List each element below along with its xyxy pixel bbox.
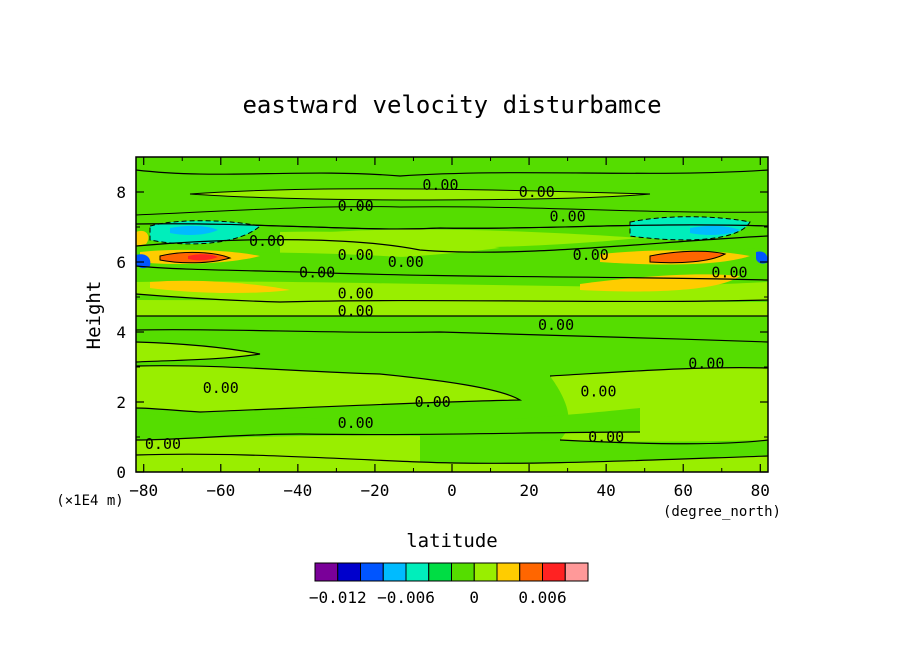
y-tick-label: 4 bbox=[116, 323, 126, 342]
field-band-8 bbox=[189, 188, 651, 201]
contour-label: 0.00 bbox=[415, 393, 451, 411]
contour-line bbox=[136, 265, 768, 281]
contour-label-group: 0.00 0.000.000.000.000.00 0.00 0.000.00 0.00… bbox=[145, 176, 748, 453]
field-band-45 bbox=[136, 300, 768, 316]
anomaly-blue-left-edge bbox=[136, 254, 151, 269]
x-tick-label: 0 bbox=[447, 481, 457, 500]
chart-title: eastward velocity disturbamce bbox=[242, 91, 661, 119]
contour-label: 0.00 bbox=[688, 355, 724, 373]
x-tick-label: −60 bbox=[206, 481, 235, 500]
field-band-4 bbox=[136, 316, 768, 342]
anomaly-yellow-left bbox=[150, 280, 290, 294]
x-axis-units: (degree_north) bbox=[663, 504, 781, 520]
contour-line bbox=[559, 439, 768, 445]
colorbar-swatch bbox=[496, 562, 521, 582]
contour-line bbox=[136, 341, 261, 363]
colorbar-swatch bbox=[314, 562, 339, 582]
colorbar-swatch bbox=[337, 562, 361, 582]
contour-label: 0.00 bbox=[388, 253, 424, 271]
x-axis: −80 −60 −40 −20 0 20 40 60 80 bbox=[129, 157, 770, 500]
field-band-15 bbox=[136, 408, 640, 440]
y-tick-label: 8 bbox=[116, 183, 126, 202]
contour-line bbox=[136, 431, 641, 441]
contour-label: 0.00 bbox=[338, 246, 374, 264]
contour-label: 0.00 bbox=[249, 232, 285, 250]
colorbar-swatch bbox=[382, 562, 407, 582]
field-band-top bbox=[136, 157, 768, 176]
plot-area bbox=[136, 157, 768, 472]
contour-label: 0.00 bbox=[538, 316, 574, 334]
anomaly-blue-right-edge bbox=[756, 251, 768, 264]
colorbar-swatch bbox=[564, 562, 589, 582]
contour-line bbox=[136, 235, 768, 253]
x-tick-label: −40 bbox=[283, 481, 312, 500]
contour-label: 0.00 bbox=[145, 435, 181, 453]
contour-label: 0.00 bbox=[422, 176, 458, 194]
colorbar-swatch bbox=[519, 562, 543, 582]
x-tick-label: 40 bbox=[597, 481, 616, 500]
field-band-6b bbox=[330, 229, 640, 248]
colorbar: −0.012 −0.006 0 0.006 bbox=[309, 562, 589, 607]
contour-label: 0.00 bbox=[299, 264, 335, 282]
contour-label: 0.00 bbox=[588, 428, 624, 446]
x-axis-label: latitude bbox=[406, 530, 498, 552]
contour-lines bbox=[136, 169, 768, 464]
contour-line bbox=[136, 453, 768, 464]
colorbar-tick-label: 0.006 bbox=[518, 588, 566, 607]
contour-line bbox=[136, 223, 768, 230]
contour-line bbox=[136, 328, 768, 343]
y-axis-units: (×1E4 m) bbox=[56, 493, 123, 509]
anomaly-lightblue-left bbox=[170, 225, 218, 235]
y-axis-label: Height bbox=[83, 281, 105, 350]
colorbar-swatch bbox=[542, 562, 566, 582]
contour-label: 0.00 bbox=[203, 379, 239, 397]
contour-label: 0.00 bbox=[338, 197, 374, 215]
colorbar-tick-label: 0 bbox=[469, 588, 479, 607]
x-tick-label: −20 bbox=[360, 481, 389, 500]
anomaly-orange-right bbox=[649, 250, 727, 264]
x-tick-label: 80 bbox=[751, 481, 770, 500]
colorbar-swatch bbox=[473, 562, 498, 582]
contour-label: 0.00 bbox=[711, 264, 747, 282]
x-tick-label: 20 bbox=[519, 481, 538, 500]
contour-label: 0.00 bbox=[338, 302, 374, 320]
contour-line bbox=[136, 169, 768, 177]
contour-label: 0.00 bbox=[519, 183, 555, 201]
x-tick-label: −80 bbox=[129, 481, 158, 500]
colorbar-swatch bbox=[428, 562, 452, 582]
contour-label: 0.00 bbox=[338, 285, 374, 303]
y-tick-label: 2 bbox=[116, 393, 126, 412]
colorbar-tick-label: −0.012 bbox=[309, 588, 367, 607]
colorbar-tick-label: −0.006 bbox=[377, 588, 435, 607]
anomaly-lightblue-right bbox=[690, 225, 740, 235]
contour-line bbox=[136, 293, 768, 303]
y-tick-label: 6 bbox=[116, 253, 126, 272]
anomaly-yellow-left-edge bbox=[136, 230, 149, 246]
contour-label: 0.00 bbox=[550, 208, 586, 226]
contour-line bbox=[549, 367, 768, 377]
field-band-2 bbox=[136, 365, 520, 412]
contour-line bbox=[136, 365, 523, 413]
contour-label: 0.00 bbox=[580, 383, 616, 401]
colorbar-swatch bbox=[405, 562, 430, 582]
contour-label: 0.00 bbox=[573, 246, 609, 264]
y-tick-label: 0 bbox=[116, 463, 126, 482]
contour-label: 0.00 bbox=[338, 414, 374, 432]
y-axis: 0 2 4 6 8 bbox=[116, 156, 768, 482]
anomaly-red-left bbox=[188, 254, 218, 261]
x-tick-label: 60 bbox=[674, 481, 693, 500]
colorbar-swatch bbox=[451, 562, 475, 582]
colorbar-swatch bbox=[360, 562, 384, 582]
